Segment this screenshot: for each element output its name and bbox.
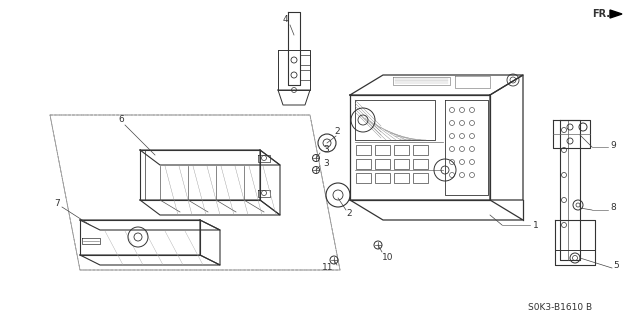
Text: 5: 5 [613, 261, 619, 270]
Bar [394, 173, 409, 183]
Text: 3: 3 [323, 159, 329, 167]
Bar [356, 173, 371, 183]
Bar [413, 159, 428, 169]
Bar [375, 159, 390, 169]
Bar [394, 159, 409, 169]
Bar [375, 173, 390, 183]
Bar [375, 145, 390, 155]
Bar [413, 145, 428, 155]
Text: 6: 6 [118, 115, 124, 124]
Text: 1: 1 [533, 220, 539, 229]
Text: 3: 3 [323, 145, 329, 154]
Text: 2: 2 [334, 127, 340, 136]
Text: S0K3-B1610 B: S0K3-B1610 B [528, 302, 592, 311]
Bar [356, 145, 371, 155]
Text: FR.: FR. [592, 9, 610, 19]
Polygon shape [610, 10, 622, 18]
Bar [413, 173, 428, 183]
Text: 11: 11 [322, 263, 333, 272]
Text: 8: 8 [610, 204, 616, 212]
Text: 4: 4 [283, 16, 289, 25]
Text: 7: 7 [54, 198, 60, 207]
Text: 9: 9 [610, 140, 616, 150]
Bar [356, 159, 371, 169]
Bar [394, 145, 409, 155]
Text: 2: 2 [346, 209, 351, 218]
Text: 10: 10 [382, 254, 394, 263]
